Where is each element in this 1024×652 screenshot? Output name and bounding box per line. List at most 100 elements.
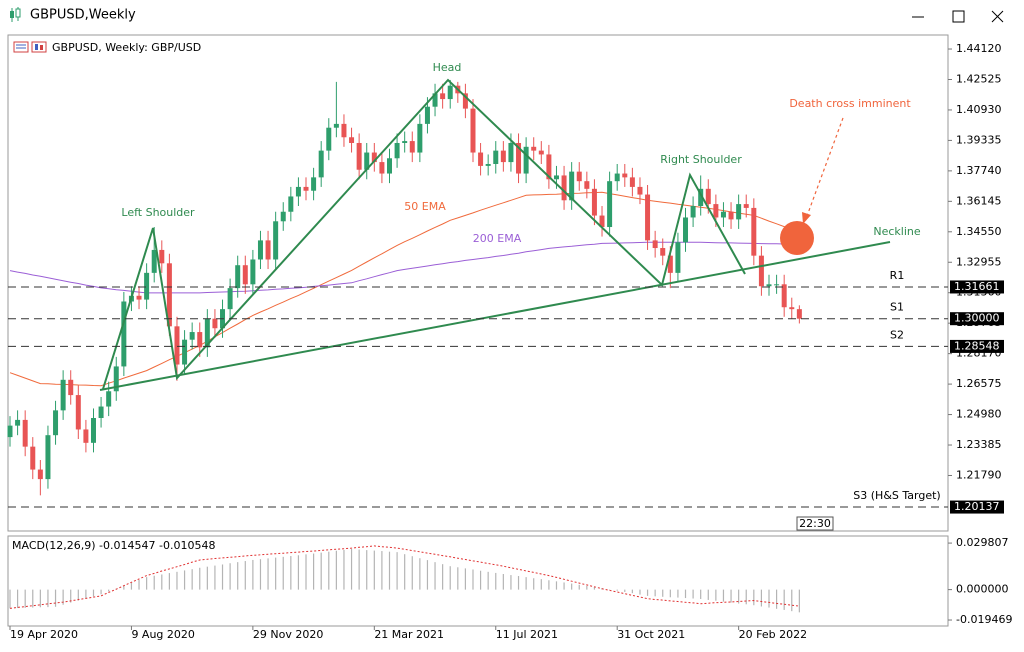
- price-box: [950, 339, 1004, 353]
- candle-body: [614, 173, 620, 182]
- candle-body: [45, 435, 51, 480]
- candle-body: [538, 150, 544, 155]
- main-panel: [7, 34, 949, 532]
- candle-body: [189, 332, 195, 340]
- candle-body: [371, 152, 377, 163]
- y-tick-label: 1.34550: [956, 225, 1002, 238]
- candle-body: [508, 142, 514, 163]
- candle-body: [432, 93, 438, 107]
- candle-body: [326, 127, 332, 151]
- candle-body: [500, 150, 506, 163]
- candle-body: [667, 255, 673, 273]
- candle-body: [424, 106, 430, 124]
- candle-body: [341, 123, 347, 138]
- candle-body: [136, 295, 142, 300]
- x-tick-label: 21 Mar 2021: [374, 628, 444, 641]
- candle-body: [409, 141, 415, 153]
- candle-body: [288, 196, 294, 212]
- candle-body: [758, 255, 764, 287]
- candle-body: [303, 186, 309, 191]
- candle-body: [698, 188, 704, 207]
- y-tick-label: 1.24980: [956, 408, 1002, 421]
- annotation: Left Shoulder: [121, 206, 195, 219]
- candle-body: [60, 379, 66, 411]
- y-tick-label: 1.44120: [956, 42, 1002, 55]
- candle-body: [166, 263, 172, 327]
- candle-body: [235, 265, 241, 289]
- candle-body: [257, 240, 263, 260]
- window-title: GBPUSD,Weekly: [30, 8, 136, 23]
- symbol-icons: [13, 41, 47, 53]
- candle-body: [273, 221, 279, 260]
- macd-y-tick-label: 0.000000: [956, 583, 1009, 596]
- macd-signal: [9, 545, 800, 609]
- maximize-button[interactable]: [952, 10, 965, 23]
- candle-body: [728, 211, 734, 220]
- candle-body: [387, 158, 392, 174]
- x-tick-label: 20 Feb 2022: [739, 628, 807, 641]
- candle-body: [265, 240, 271, 260]
- candle-body: [174, 326, 180, 365]
- candle-body: [151, 249, 157, 273]
- candle-body: [311, 177, 317, 191]
- macd-title: MACD(12,26,9) -0.014547 -0.010548: [12, 539, 215, 552]
- candle-body: [576, 171, 582, 182]
- candle-body: [295, 186, 301, 197]
- candle-body: [379, 162, 385, 174]
- candle-body: [98, 406, 104, 418]
- candle-body: [690, 206, 696, 218]
- candle-body: [485, 163, 491, 166]
- plot: [7, 79, 802, 496]
- y-tick-label: 1.32955: [956, 255, 1002, 268]
- time-label: 22:30: [799, 517, 831, 530]
- annotation: Head: [433, 61, 462, 74]
- candle-body: [402, 141, 408, 143]
- price-box-label: 1.20137: [954, 500, 1000, 513]
- candle-body: [37, 469, 43, 480]
- candle-body: [75, 395, 81, 430]
- candle-body: [318, 150, 324, 178]
- y-tick-label: 1.36145: [956, 194, 1002, 207]
- annotation: Right Shoulder: [660, 153, 742, 166]
- candle-body: [22, 419, 28, 447]
- candle-body: [774, 284, 780, 286]
- ema-line: [9, 241, 800, 294]
- candle-body: [660, 248, 666, 256]
- y-tick-label: 1.39335: [956, 133, 1002, 146]
- macd-y-tick-label: 0.029807: [956, 536, 1009, 549]
- y-tick-label: 1.40930: [956, 103, 1002, 116]
- price-box: [950, 280, 1004, 294]
- candle-body: [333, 123, 339, 128]
- candle-body: [523, 146, 529, 174]
- close-button[interactable]: [991, 10, 1004, 23]
- y-tick-label: 1.37740: [956, 164, 1002, 177]
- y-tick-label: 1.42525: [956, 72, 1002, 85]
- macd-y-tick-label: -0.019469: [956, 613, 1012, 626]
- candle-body: [250, 259, 256, 285]
- candle-body: [607, 181, 613, 228]
- candle-body: [159, 249, 165, 264]
- pattern-lines: [99, 78, 891, 391]
- price-box: [950, 500, 1004, 514]
- candle-body: [7, 425, 13, 438]
- series-label: 50 EMA: [404, 200, 446, 213]
- candle-body: [599, 215, 605, 228]
- candle-body: [743, 204, 749, 208]
- chart-subtitle: GBPUSD, Weekly: GBP/USD: [52, 41, 201, 54]
- level-name: S3 (H&S Target): [853, 489, 940, 502]
- candle-body: [781, 284, 787, 308]
- app-icon: [10, 7, 21, 22]
- candle-body: [622, 173, 628, 178]
- candle-body: [227, 288, 233, 310]
- x-tick-label: 29 Nov 2020: [253, 628, 323, 641]
- time-box: [796, 516, 834, 531]
- candle-body: [90, 417, 96, 443]
- candle-body: [212, 318, 218, 329]
- candle-body: [493, 150, 499, 164]
- level-name: S2: [890, 328, 904, 341]
- candle-body: [553, 175, 559, 180]
- candle-body: [106, 391, 112, 407]
- series-label: 200 EMA: [473, 232, 522, 245]
